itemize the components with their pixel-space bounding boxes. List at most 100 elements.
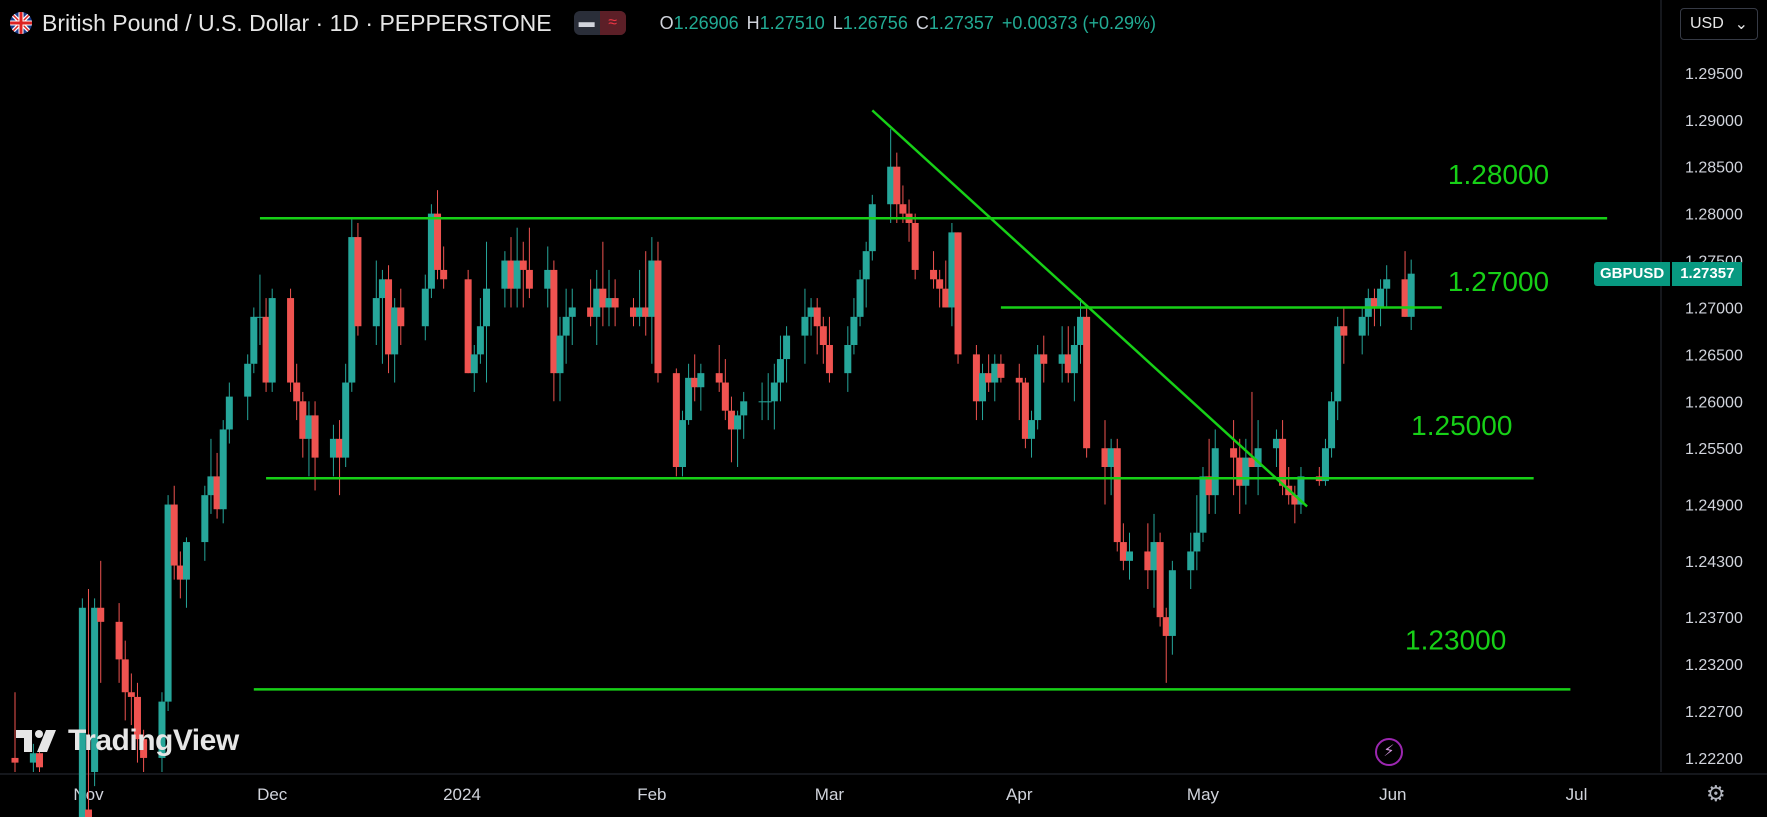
ohlc-high: 1.27510: [759, 12, 825, 33]
candle-body: [1193, 532, 1201, 552]
gear-icon[interactable]: ⚙: [1706, 781, 1726, 806]
time-tick-label: Jun: [1379, 785, 1406, 804]
candle-body: [770, 382, 778, 402]
candle-body: [629, 307, 637, 317]
candle-body: [501, 260, 509, 289]
lightning-icon[interactable]: ⚡: [1375, 738, 1403, 766]
candle-body: [642, 307, 650, 317]
candle-body: [862, 251, 870, 280]
candle-body: [942, 288, 950, 308]
price-tick-label: 1.25500: [1685, 441, 1743, 458]
candle-body: [115, 621, 123, 660]
candle-body: [519, 260, 527, 270]
candle-body: [776, 359, 784, 383]
symbol-title[interactable]: British Pound / U.S. Dollar · 1D · PEPPE…: [42, 9, 552, 36]
price-tick-label: 1.28500: [1685, 160, 1743, 177]
candle-body: [936, 279, 944, 289]
candle-body: [783, 335, 791, 360]
price-tick-label: 1.26500: [1685, 347, 1743, 364]
time-tick-label: Jul: [1566, 785, 1588, 804]
drawing-lines[interactable]: [253, 109, 1608, 691]
time-tick-label: 2024: [443, 785, 481, 804]
candle-body: [979, 373, 987, 402]
currency-select[interactable]: USD ⌄: [1680, 8, 1758, 40]
candle-body: [1377, 288, 1385, 308]
price-axis-bg: [1660, 0, 1767, 817]
candle-body: [336, 438, 344, 458]
candle-body: [378, 279, 386, 299]
candle-body: [329, 438, 337, 458]
indicator-toggle[interactable]: ▬ ≈: [573, 11, 626, 35]
candle-body: [856, 279, 864, 317]
candle-body: [1070, 345, 1078, 374]
candle-body: [1321, 448, 1329, 482]
tradingview-logo[interactable]: TradingView: [16, 724, 239, 758]
candle-body: [84, 809, 92, 817]
candle-body: [244, 363, 252, 397]
candle-body: [1101, 448, 1109, 467]
minus-icon[interactable]: ▬: [578, 14, 595, 31]
candle-body: [219, 429, 227, 510]
candles: [11, 129, 1415, 817]
price-tick-label: 1.29000: [1685, 113, 1743, 130]
level-labels: 1.28000 1.27000 1.25000 1.23000: [1405, 159, 1549, 655]
candle-body: [121, 659, 129, 693]
candle-body: [1340, 326, 1348, 336]
wave-icon[interactable]: ≈: [599, 11, 626, 35]
candle-body: [391, 307, 399, 355]
candle-body: [1077, 316, 1085, 345]
candle-body: [182, 542, 190, 580]
candle-body: [893, 166, 901, 205]
candle-body: [1279, 438, 1287, 486]
candle-body: [997, 363, 1005, 378]
candle-body: [887, 166, 895, 205]
candle-body: [476, 326, 484, 355]
ticker-name: GBPUSD: [1594, 262, 1671, 286]
time-axis[interactable]: Nov Dec 2024 Feb Mar Apr May Jun Jul: [0, 773, 1767, 804]
ohlc-open-label: O: [659, 12, 674, 33]
candle-body: [587, 307, 595, 317]
candle-body: [483, 288, 491, 327]
candle-body: [140, 739, 148, 758]
candle-body: [1401, 279, 1409, 317]
candle-body: [1107, 448, 1115, 467]
candle-body: [1272, 438, 1280, 449]
candle-body: [562, 316, 570, 336]
time-tick-label: May: [1187, 785, 1220, 804]
candle-body: [899, 204, 907, 214]
candle-body: [648, 260, 656, 317]
candle-body: [985, 373, 993, 383]
candle-body: [470, 354, 478, 374]
candle-body: [1242, 457, 1250, 486]
candle-body: [1058, 354, 1066, 364]
candle-body: [1199, 476, 1207, 533]
candle-body: [691, 377, 699, 388]
candle-body: [1125, 551, 1133, 561]
candle-body: [605, 298, 613, 308]
candle-body: [825, 345, 833, 374]
candle-body: [678, 420, 686, 467]
candle-body: [201, 495, 209, 543]
chart-header: British Pound / U.S. Dollar · 1D · PEPPE…: [10, 8, 1156, 38]
trend-line[interactable]: [871, 109, 1308, 508]
price-tick-label: 1.22700: [1685, 704, 1743, 721]
chevron-down-icon: ⌄: [1734, 16, 1748, 33]
candle-body: [1407, 273, 1415, 317]
candle-body: [1358, 316, 1366, 336]
candle-body: [287, 298, 295, 383]
candle-body: [1040, 354, 1048, 364]
price-axis[interactable]: 1.295001.290001.285001.280001.275001.270…: [1660, 0, 1767, 817]
candle-body: [440, 269, 448, 280]
candle-body: [176, 565, 184, 580]
ohlc-close-label: C: [915, 12, 929, 33]
candle-body: [385, 279, 393, 355]
candle-body: [819, 326, 827, 345]
candle-body: [464, 279, 472, 374]
time-tick-label: Mar: [815, 785, 845, 804]
candle-body: [1211, 448, 1219, 496]
level-label: 1.25000: [1411, 410, 1512, 441]
candle-body: [525, 269, 533, 289]
candle-body: [972, 354, 980, 402]
candle-body: [164, 504, 172, 702]
